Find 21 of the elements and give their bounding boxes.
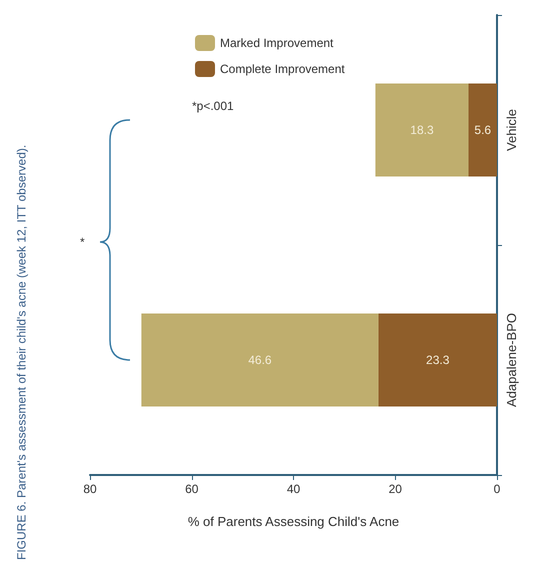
legend-label: Complete Improvement xyxy=(220,62,346,76)
bar xyxy=(375,84,469,176)
data-label: 5.6 xyxy=(474,123,492,137)
annotation: *p<.001 xyxy=(192,99,234,113)
bar xyxy=(378,314,497,406)
y-tick-label: Adapalene-BPO xyxy=(504,313,519,407)
bar xyxy=(468,84,497,176)
data-label: 18.3 xyxy=(410,123,434,137)
x-axis-title: % of Parents Assessing Child's Acne xyxy=(188,514,400,529)
legend-label: Marked Improvement xyxy=(220,36,334,50)
bar xyxy=(141,314,378,406)
x-tick-label: 40 xyxy=(286,482,300,496)
x-tick-label: 60 xyxy=(185,482,199,496)
x-tick-label: 80 xyxy=(83,482,97,496)
data-label: 23.3 xyxy=(426,353,450,367)
y-tick-label: Vehicle xyxy=(504,109,519,151)
text: FIGURE 6. Parent's assessment of their child's acne (week 12, ITT observed). xyxy=(14,144,28,560)
data-label: 46.6 xyxy=(248,353,272,367)
text: * xyxy=(80,235,85,249)
x-tick-label: 0 xyxy=(494,482,501,496)
x-tick-label: 20 xyxy=(388,482,402,496)
